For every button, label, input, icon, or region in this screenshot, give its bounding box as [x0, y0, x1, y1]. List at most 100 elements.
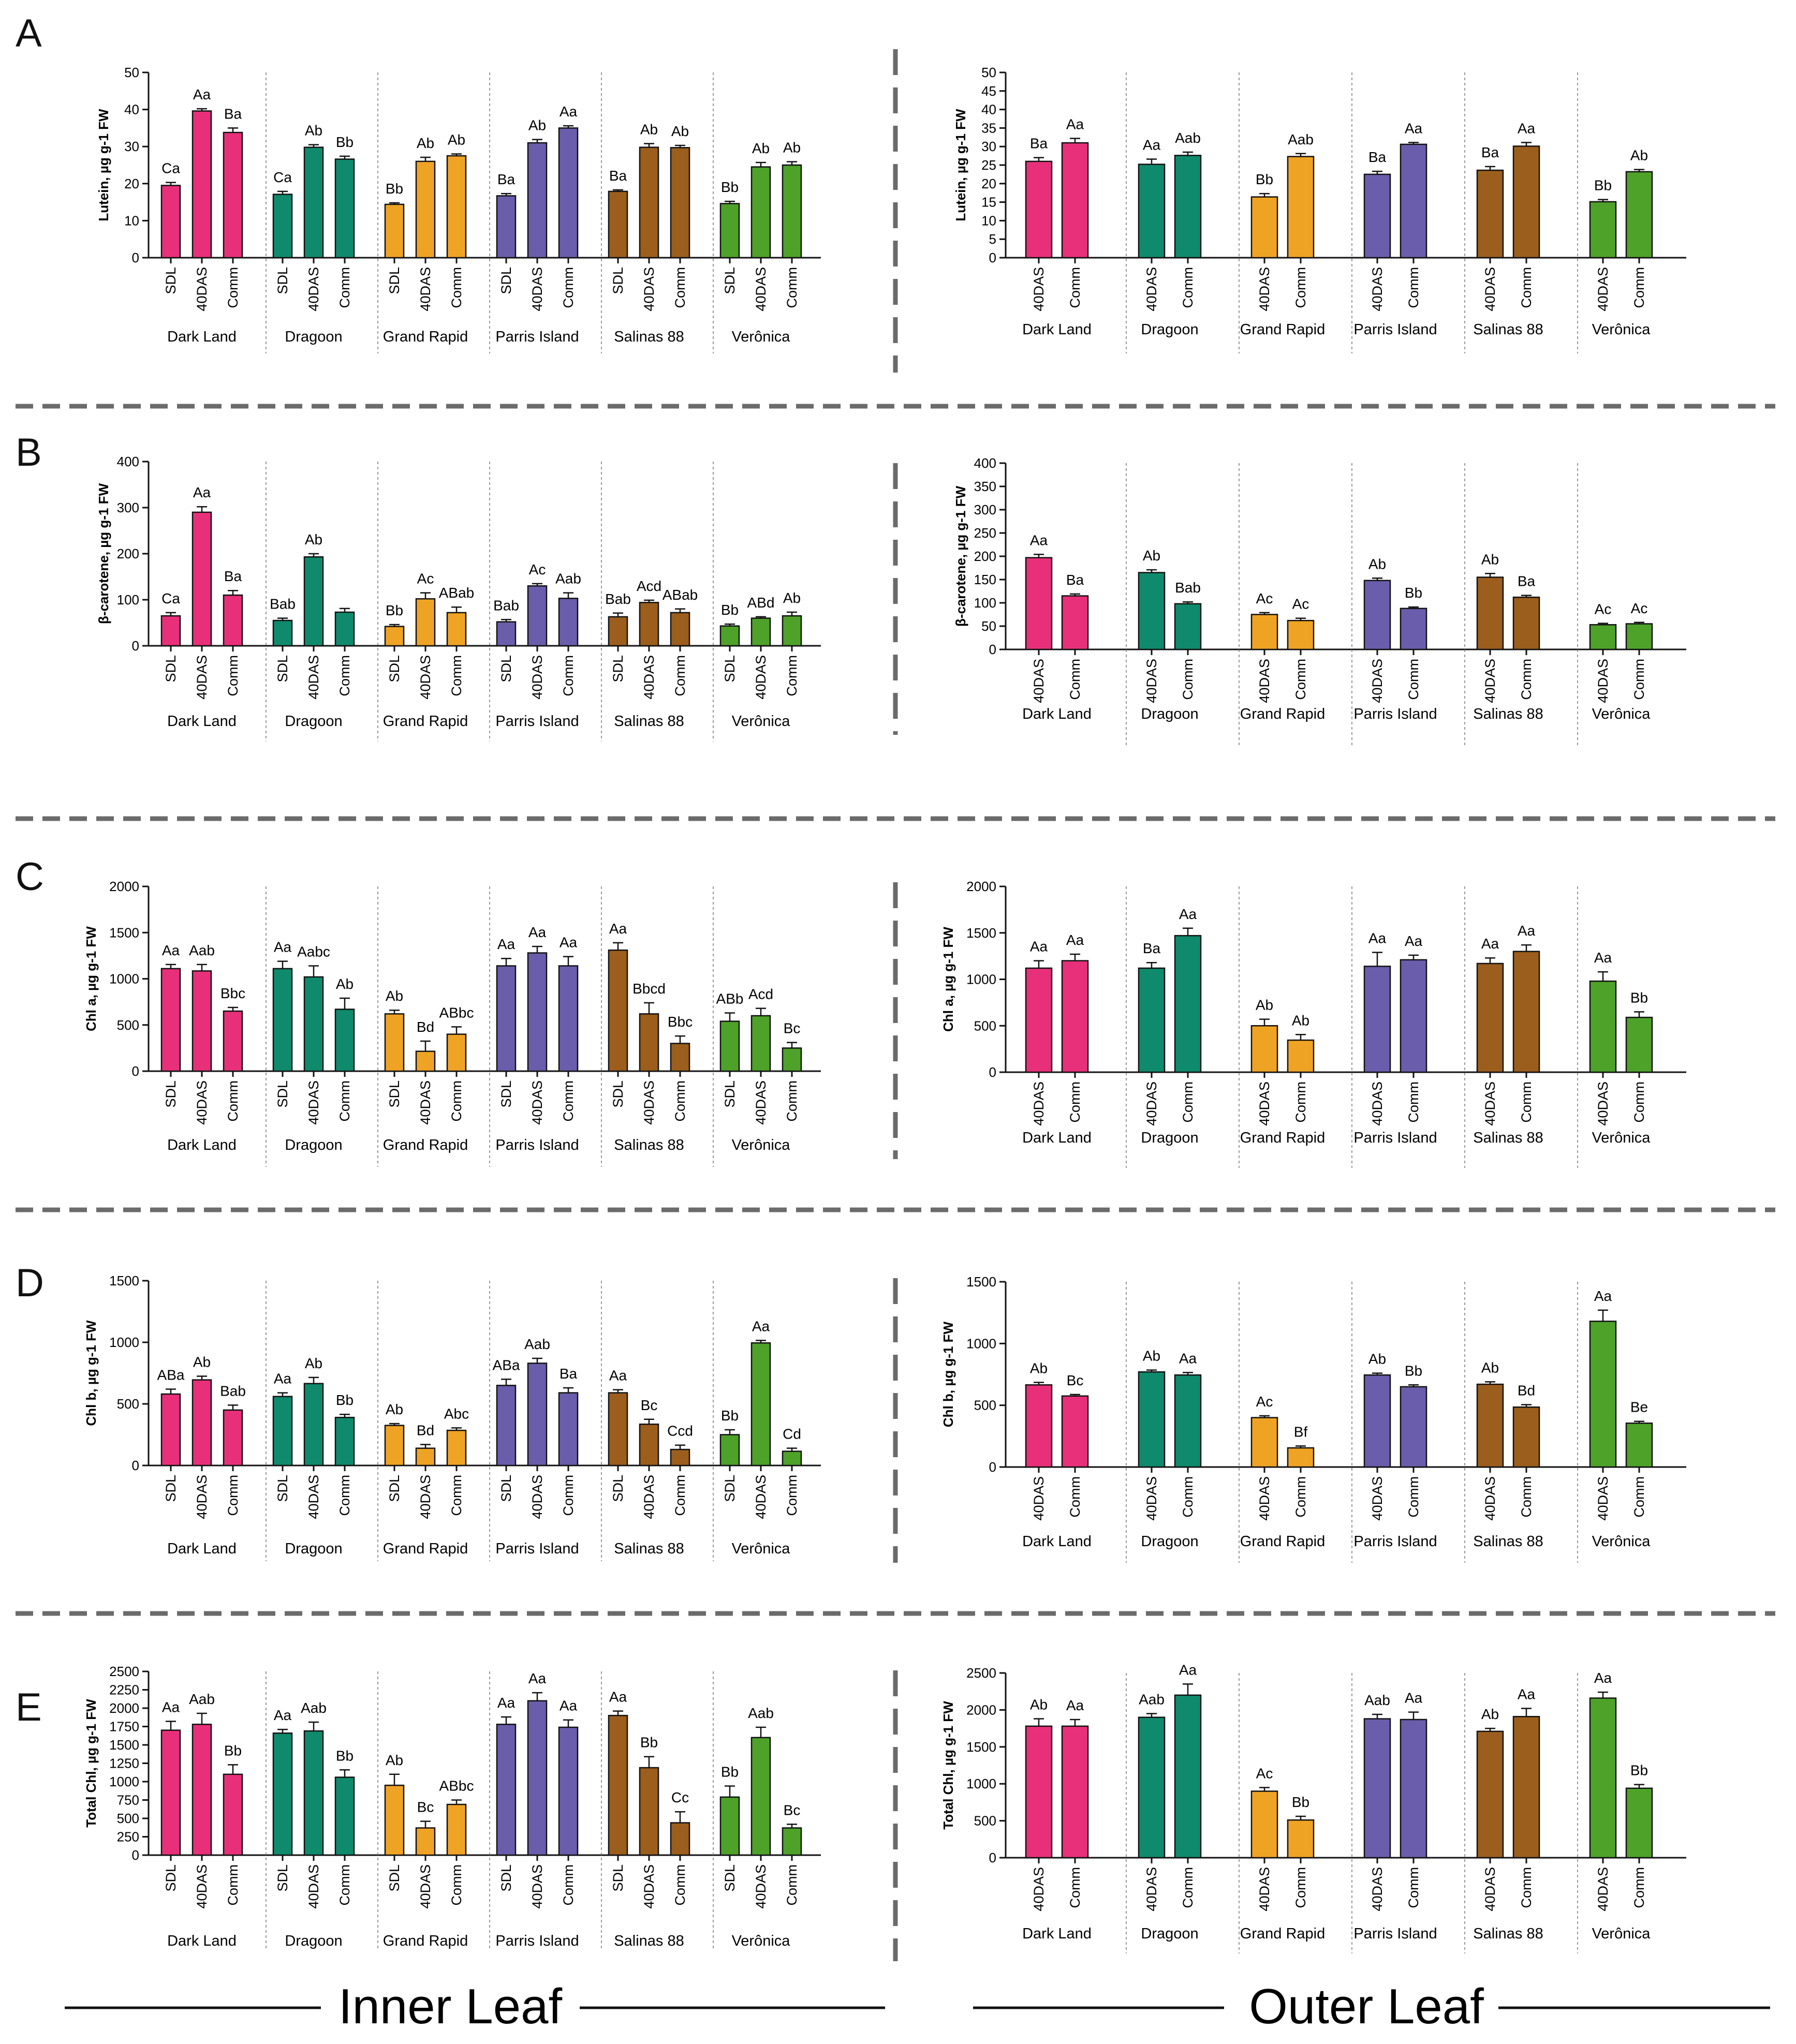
- data-label: Bc: [784, 1020, 801, 1036]
- panel-letter-d: D: [16, 1261, 44, 1305]
- data-label: Aa: [1066, 116, 1084, 132]
- bar: [1061, 142, 1089, 259]
- bar: [558, 1726, 579, 1856]
- bar: [1400, 608, 1427, 650]
- y-tick-label: 0: [989, 250, 996, 265]
- data-label: Aa: [1179, 1662, 1197, 1678]
- y-tick-label: 0: [132, 1458, 139, 1473]
- bar: [1512, 145, 1540, 259]
- data-label: Bab: [220, 1383, 246, 1399]
- data-label: Bd: [1518, 1382, 1535, 1398]
- bar: [1250, 614, 1278, 650]
- data-label: Bd: [417, 1423, 434, 1439]
- y-tick-label: 400: [117, 454, 139, 469]
- data-label: Ab: [1630, 147, 1648, 164]
- y-tick-label: 2500: [966, 1665, 996, 1681]
- x-tick-label: Comm: [337, 1080, 352, 1122]
- x-tick-label: 40DAS: [1257, 1082, 1272, 1126]
- data-label: Aa: [1594, 1670, 1612, 1686]
- data-label: Aa: [1066, 932, 1084, 948]
- bar: [496, 965, 517, 1072]
- x-tick-label: SDL: [163, 1864, 179, 1892]
- y-tick-label: 40: [124, 102, 139, 117]
- y-tick-label: 2250: [109, 1682, 139, 1698]
- y-tick-label: 45: [981, 83, 996, 99]
- data-label: Aab: [1364, 1692, 1390, 1708]
- data-label: Bb: [721, 602, 739, 618]
- data-label: ABab: [663, 587, 698, 603]
- x-tick-label: 40DAS: [1144, 659, 1159, 703]
- x-tick-label: SDL: [498, 267, 514, 294]
- bar: [272, 1396, 293, 1467]
- data-label: ABab: [439, 585, 475, 601]
- group-label: Dark Land: [167, 1137, 237, 1153]
- data-label: Bb: [721, 1764, 739, 1780]
- panel-letter-a: A: [16, 11, 42, 55]
- x-tick-label: 40DAS: [1031, 1867, 1047, 1912]
- x-tick-label: 40DAS: [306, 1080, 321, 1125]
- x-tick-label: 40DAS: [418, 1864, 433, 1909]
- data-label: Bb: [1405, 585, 1422, 601]
- group-label: Dark Land: [167, 713, 237, 730]
- data-label: ABbc: [439, 1778, 474, 1794]
- x-tick-label: SDL: [275, 1080, 290, 1108]
- x-tick-label: Comm: [1067, 1082, 1083, 1123]
- group-label: Verônica: [1592, 321, 1651, 338]
- y-tick-label: 0: [132, 1063, 139, 1079]
- x-tick-label: Comm: [449, 1080, 464, 1122]
- x-tick-label: 40DAS: [641, 1864, 657, 1909]
- bar: [670, 612, 690, 647]
- data-label: Aa: [162, 942, 180, 958]
- x-tick-label: 40DAS: [418, 1475, 433, 1519]
- y-tick-label: 2500: [109, 1664, 139, 1679]
- bar: [639, 146, 659, 259]
- x-tick-label: Comm: [784, 1080, 800, 1122]
- x-tick-label: Comm: [1631, 1867, 1647, 1908]
- bar: [719, 1020, 740, 1072]
- bar: [415, 598, 436, 647]
- bar: [384, 1784, 405, 1856]
- bar: [160, 968, 181, 1072]
- bar: [1400, 1719, 1427, 1859]
- chart-B-outer: 0 50 100 150 200 250 300 350 400 β-carotene, µg g…: [953, 455, 1686, 745]
- y-axis-title: Chl b, µg g-1 FW: [83, 1320, 99, 1426]
- data-label: ABbc: [439, 1004, 474, 1020]
- y-axis-title: Chl a, µg g-1 FW: [940, 927, 956, 1032]
- x-tick-label: Comm: [1067, 1476, 1083, 1518]
- data-label: Bb: [336, 134, 354, 150]
- x-tick-label: Comm: [561, 1864, 576, 1906]
- y-tick-label: 1500: [966, 1739, 996, 1755]
- data-label: Bb: [1256, 171, 1273, 187]
- group-label: Dragoon: [285, 1137, 342, 1153]
- bar: [334, 1776, 355, 1856]
- bar: [1625, 1423, 1653, 1468]
- bar: [1061, 595, 1089, 650]
- x-tick-label: Comm: [1519, 1867, 1534, 1908]
- bar: [446, 1033, 467, 1072]
- x-tick-label: Comm: [672, 655, 688, 697]
- data-label: Bc: [1067, 1372, 1084, 1388]
- x-tick-label: 40DAS: [1595, 659, 1611, 703]
- group-label: Parris Island: [495, 713, 579, 730]
- x-tick-label: Comm: [561, 655, 576, 697]
- x-tick-label: SDL: [387, 1475, 402, 1502]
- data-label: Ab: [1143, 1348, 1160, 1364]
- bar: [1287, 1819, 1315, 1859]
- data-label: Aa: [528, 1670, 547, 1686]
- bar: [670, 147, 690, 259]
- y-tick-label: 40: [981, 102, 996, 117]
- bar: [608, 949, 628, 1072]
- x-tick-label: 40DAS: [1370, 1476, 1385, 1521]
- y-tick-label: 500: [117, 1396, 139, 1412]
- y-tick-label: 1500: [109, 1273, 139, 1288]
- x-tick-label: 40DAS: [1031, 659, 1047, 703]
- group-label: Dragoon: [1141, 1533, 1198, 1550]
- bar: [1363, 1374, 1391, 1468]
- x-tick-label: 40DAS: [529, 267, 545, 312]
- data-label: Aab: [189, 1691, 215, 1707]
- x-tick-label: 40DAS: [1482, 659, 1498, 703]
- x-tick-label: Comm: [1180, 1082, 1196, 1123]
- x-tick-label: 40DAS: [753, 267, 769, 312]
- x-tick-label: 40DAS: [194, 1475, 210, 1519]
- panel-letter-b: B: [16, 431, 42, 475]
